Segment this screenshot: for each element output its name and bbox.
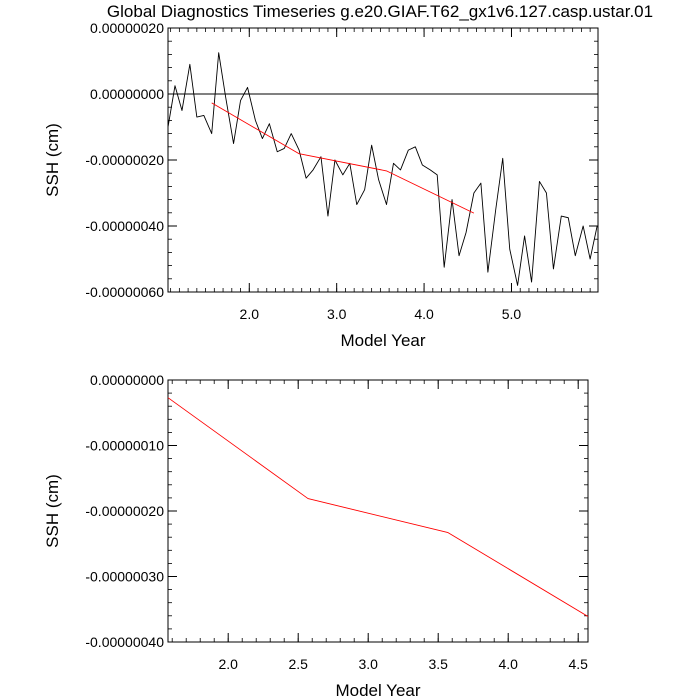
x-axis-label: Model Year xyxy=(335,681,420,700)
plot-frame xyxy=(167,379,589,643)
x-tick-label: 4.0 xyxy=(414,306,434,322)
y-tick-label: -0.00000020 xyxy=(85,503,164,519)
y-tick-label: 0.00000000 xyxy=(90,372,164,388)
y-tick-label: 0.00000020 xyxy=(90,20,164,36)
x-tick-label: 5.0 xyxy=(502,306,522,322)
chart-title: Global Diagnostics Timeseries g.e20.GIAF… xyxy=(107,2,653,21)
x-tick-label: 4.0 xyxy=(498,656,518,672)
trend-line xyxy=(167,397,589,617)
y-tick-label: -0.00000030 xyxy=(85,569,164,585)
y-tick-label: -0.00000040 xyxy=(85,218,164,234)
y-tick-label: -0.00000010 xyxy=(85,438,164,454)
data-line xyxy=(167,52,598,286)
x-tick-label: 3.0 xyxy=(327,306,347,322)
y-tick-label: -0.00000040 xyxy=(85,634,164,650)
x-tick-label: 3.0 xyxy=(358,656,378,672)
panel-top: 2.0 3.0 4.0 5.0 0.00000020 0.00000000 -0.00000… xyxy=(43,20,599,350)
y-axis-label: SSH (cm) xyxy=(43,123,62,197)
trend-line xyxy=(211,102,475,214)
x-tick-label: 2.0 xyxy=(218,656,238,672)
y-tick-label: -0.00000020 xyxy=(85,152,164,168)
x-tick-label: 4.5 xyxy=(568,656,588,672)
panel-bottom: 2.0 2.5 3.0 3.5 4.0 4.5 0.00000000 -0.00000010 -… xyxy=(43,372,589,700)
y-tick-label: -0.00000060 xyxy=(85,284,164,300)
x-tick-label: 2.0 xyxy=(240,306,260,322)
y-axis-label: SSH (cm) xyxy=(43,474,62,548)
x-tick-label: 2.5 xyxy=(288,656,308,672)
x-tick-label: 3.5 xyxy=(428,656,448,672)
y-tick-label: 0.00000000 xyxy=(90,86,164,102)
x-axis-label: Model Year xyxy=(340,331,425,350)
